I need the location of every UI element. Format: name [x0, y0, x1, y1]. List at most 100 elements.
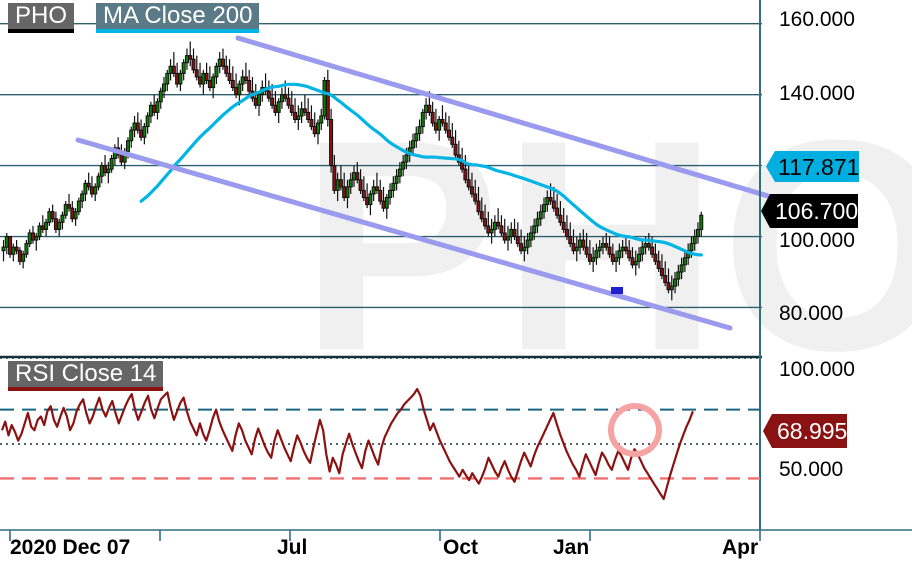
- candle-body: [211, 76, 216, 89]
- candle-body: [8, 236, 13, 255]
- indicator-legend-box[interactable]: MA Close 200: [96, 2, 260, 33]
- candle-body: [4, 236, 9, 248]
- candle-body: [548, 197, 553, 202]
- candle-body: [453, 143, 458, 156]
- candle-body: [227, 72, 232, 81]
- price-tick-160: 160.000: [779, 8, 855, 31]
- candle-body: [689, 243, 694, 252]
- candle-body: [50, 211, 55, 220]
- candle-body: [181, 62, 186, 74]
- candle-body: [319, 115, 324, 124]
- candle-body: [286, 97, 291, 106]
- ma-200-line: [139, 82, 703, 257]
- candle-body: [666, 282, 671, 291]
- date-label-1: Jul: [277, 536, 308, 559]
- candle-body: [309, 118, 314, 128]
- candle-body: [184, 55, 189, 64]
- candle-body: [139, 129, 144, 138]
- candle-body: [270, 97, 275, 106]
- candle-body: [430, 111, 435, 124]
- candle-body: [299, 108, 304, 117]
- candle-body: [617, 250, 622, 259]
- candle-body: [332, 165, 337, 191]
- rsi-value-badge[interactable]: 68.995: [763, 414, 848, 448]
- ma-value-badge[interactable]: 117.871: [766, 151, 860, 182]
- candle-body: [83, 182, 88, 195]
- candle-body: [384, 197, 389, 209]
- candle-body: [463, 168, 468, 181]
- candle-body: [17, 250, 22, 262]
- candle-body: [676, 271, 681, 280]
- price-tick-100: 100.000: [779, 229, 855, 252]
- candle-body: [512, 228, 517, 238]
- candle-body: [640, 246, 645, 255]
- candle-body: [558, 214, 563, 223]
- candle-body: [682, 257, 687, 266]
- candle-body: [496, 221, 501, 227]
- candle-body: [162, 83, 167, 92]
- ma-value-text: 117.871: [778, 153, 860, 180]
- candle-body: [391, 182, 396, 191]
- candle-body: [695, 228, 700, 238]
- candle-body: [374, 186, 379, 191]
- last-price-badge[interactable]: 106.700: [761, 194, 859, 228]
- candle-body: [237, 83, 242, 96]
- candle-body: [44, 221, 49, 230]
- candle-body: [204, 72, 209, 81]
- candle-body: [312, 126, 317, 135]
- candle-body: [361, 189, 366, 199]
- candle-body: [443, 122, 448, 131]
- candle-body: [148, 104, 153, 117]
- candle-body: [329, 118, 334, 167]
- candle-body: [597, 246, 602, 252]
- candle-body: [581, 239, 586, 248]
- candle-body: [178, 72, 183, 85]
- candle-body: [289, 104, 294, 113]
- candle-body: [551, 200, 556, 209]
- candle-body: [135, 122, 140, 131]
- candle-body: [479, 211, 484, 220]
- candle-body: [427, 104, 432, 113]
- candle-body: [1, 246, 6, 252]
- candle-body: [283, 94, 288, 99]
- candle-body: [643, 243, 648, 248]
- candle-body: [207, 79, 212, 89]
- signal-marker: [611, 287, 623, 294]
- symbol-legend-box[interactable]: PHO: [8, 2, 75, 33]
- candle-body: [348, 179, 353, 188]
- candle-body: [129, 129, 134, 142]
- candle-body: [659, 267, 664, 277]
- candle-body: [561, 221, 566, 230]
- candle-body: [368, 193, 373, 206]
- candle-body: [296, 115, 301, 120]
- candle-body: [627, 250, 632, 259]
- candle-body: [600, 243, 605, 248]
- rsi-tick-100: 100.000: [779, 358, 855, 381]
- candle-body: [371, 186, 376, 195]
- candle-body: [220, 58, 225, 67]
- date-label-3: Jan: [553, 536, 590, 559]
- candle-body: [414, 133, 419, 142]
- candle-body: [230, 79, 235, 89]
- candle-body: [99, 165, 104, 177]
- rsi-legend-box[interactable]: RSI Close 14: [8, 360, 164, 391]
- candle-body: [53, 218, 58, 230]
- candle-body: [528, 232, 533, 241]
- candle-body: [692, 236, 697, 245]
- candle-body: [11, 246, 16, 255]
- candle-body: [571, 243, 576, 252]
- candle-body: [125, 140, 130, 152]
- candle-body: [607, 246, 612, 255]
- candle-body: [486, 225, 491, 234]
- rsi-line: [0, 387, 694, 501]
- candle-body: [145, 115, 150, 128]
- candle-body: [165, 72, 170, 85]
- candle-body: [365, 197, 370, 206]
- candle-body: [545, 197, 550, 206]
- trendline-lower: [75, 137, 733, 331]
- candle-body: [656, 260, 661, 269]
- candle-body: [525, 239, 530, 248]
- candle-body: [623, 246, 628, 252]
- date-label-4: Apr: [722, 536, 759, 559]
